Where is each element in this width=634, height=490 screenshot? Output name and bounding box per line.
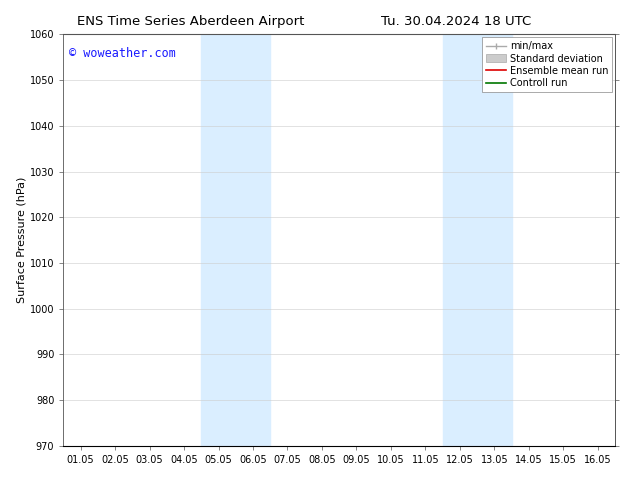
Bar — [443, 34, 512, 446]
Text: Tu. 30.04.2024 18 UTC: Tu. 30.04.2024 18 UTC — [382, 15, 531, 28]
Text: ENS Time Series Aberdeen Airport: ENS Time Series Aberdeen Airport — [77, 15, 304, 28]
Bar — [202, 34, 270, 446]
Legend: min/max, Standard deviation, Ensemble mean run, Controll run: min/max, Standard deviation, Ensemble me… — [482, 37, 612, 92]
Y-axis label: Surface Pressure (hPa): Surface Pressure (hPa) — [17, 177, 27, 303]
Text: © woweather.com: © woweather.com — [69, 47, 176, 60]
